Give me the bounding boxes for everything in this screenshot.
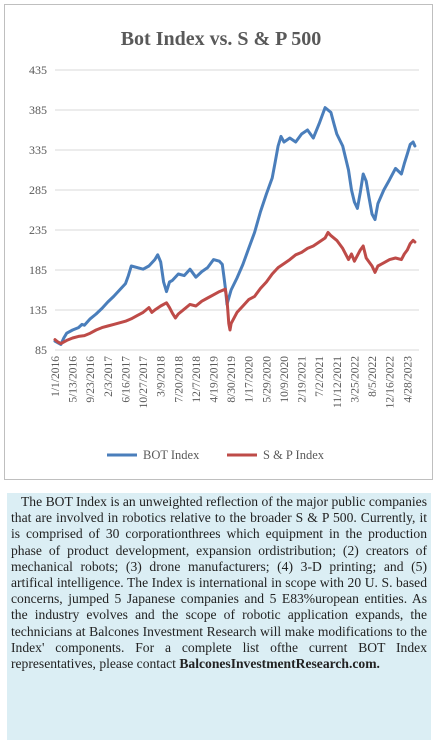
y-axis-ticks: 85 135 185 235 285 335 385 435: [29, 63, 47, 357]
legend-entry: S & P Index: [263, 448, 325, 462]
x-tick-label: 11/12/2021: [332, 356, 344, 408]
x-tick-label: 8/5/2022: [367, 356, 379, 397]
chart-title: Bot Index vs. S & P 500: [121, 28, 322, 50]
y-tick-label: 435: [29, 63, 47, 77]
x-axis-ticks: 1/1/2016 5/13/2016 9/23/2016 2/3/2017 6/16/2…: [50, 356, 414, 409]
y-tick-label: 235: [29, 223, 47, 237]
x-tick-label: 8/30/2019: [226, 356, 238, 403]
contact-link[interactable]: BalconesInvestmentResearch.com.: [179, 656, 380, 672]
legend-entry: BOT Index: [143, 448, 200, 462]
series-line-1: [53, 230, 417, 346]
x-tick-label: 10/27/2017: [138, 356, 150, 409]
x-tick-label: 5/13/2016: [68, 356, 80, 403]
line-chart: Bot Index vs. S & P 500 85 135 185 235 285 33…: [29, 28, 419, 462]
description-text: The BOT Index is an unweighted reflectio…: [11, 494, 427, 672]
series-lines: [53, 106, 417, 346]
x-tick-label: 10/9/2020: [279, 356, 291, 403]
x-tick-label: 12/7/2018: [191, 356, 203, 403]
x-tick-label: 1/17/2020: [244, 356, 256, 403]
x-tick-label: 7/2/2021: [314, 356, 326, 397]
x-tick-label: 4/19/2019: [209, 356, 221, 403]
legend: BOT Index S & P Index: [107, 448, 325, 462]
x-tick-label: 3/25/2022: [349, 356, 361, 403]
x-tick-label: 1/1/2016: [50, 356, 62, 397]
x-tick-label: 5/29/2020: [261, 356, 273, 403]
x-tick-label: 9/23/2016: [85, 356, 97, 403]
x-tick-label: 6/16/2017: [120, 356, 132, 403]
y-tick-label: 385: [29, 103, 47, 117]
y-tick-label: 85: [35, 343, 47, 357]
gridlines: [55, 69, 419, 351]
y-tick-label: 185: [29, 263, 47, 277]
x-tick-label: 7/20/2018: [173, 356, 185, 403]
x-tick-label: 2/3/2017: [103, 356, 115, 397]
description-body: The BOT Index is an unweighted reflectio…: [11, 494, 427, 672]
y-tick-label: 335: [29, 143, 47, 157]
chart-frame: Bot Index vs. S & P 500 85 135 185 235 285 33…: [4, 4, 433, 480]
x-tick-label: 4/28/2023: [402, 356, 414, 403]
y-tick-label: 135: [29, 303, 47, 317]
series-line-0: [53, 106, 417, 346]
x-tick-label: 12/16/2022: [385, 356, 397, 409]
y-tick-label: 285: [29, 183, 47, 197]
description-box: The BOT Index is an unweighted reflectio…: [7, 493, 431, 740]
x-tick-label: 3/9/2018: [156, 356, 168, 397]
x-tick-label: 2/19/2021: [297, 356, 309, 403]
